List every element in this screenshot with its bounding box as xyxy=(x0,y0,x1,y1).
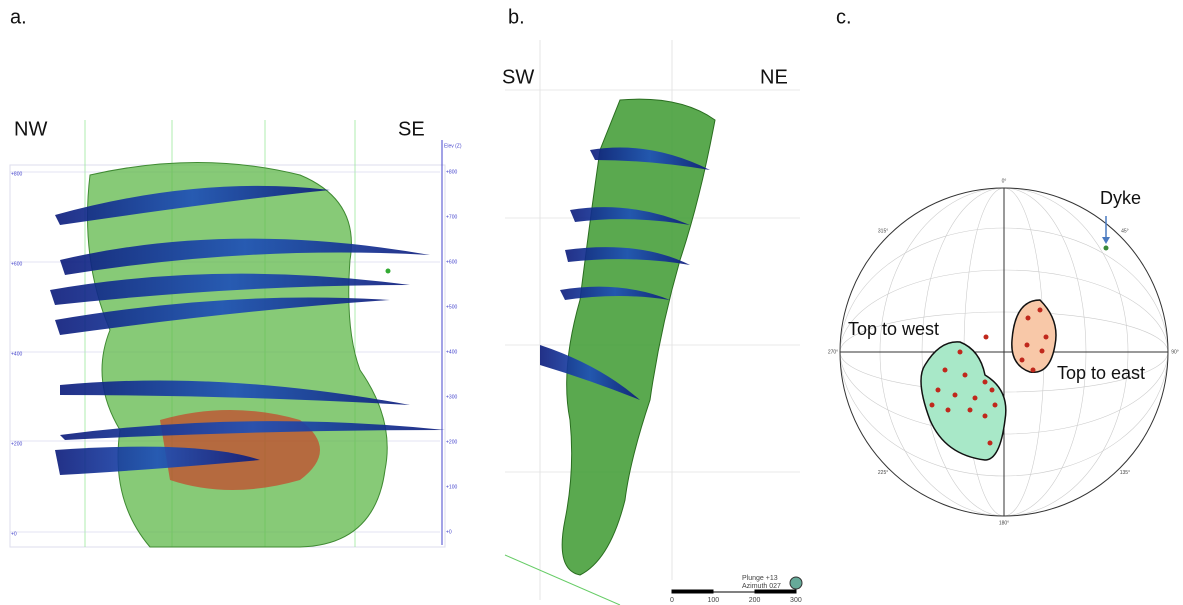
panel-label: c. xyxy=(836,6,852,28)
azimuth-label: 225° xyxy=(878,470,888,476)
figure: a. NW SE Elev (Z) b. SW NE Plunge +13 Az… xyxy=(0,0,1183,605)
dyke-label: Dyke xyxy=(1100,188,1141,208)
azimuth-label: 135° xyxy=(1120,470,1130,476)
elevation-label: +200 xyxy=(11,441,22,447)
domain-east xyxy=(1012,300,1056,372)
domain-west xyxy=(921,342,1006,460)
panel-label: a. xyxy=(10,6,27,28)
azimuth-label: 270° xyxy=(828,349,838,355)
panel-c xyxy=(840,188,1168,516)
elevation-label: +0 xyxy=(11,531,17,537)
elevation-label: +700 xyxy=(446,214,457,220)
orebody xyxy=(562,99,715,575)
domain-label: Top to west xyxy=(848,319,939,339)
scale-bar xyxy=(672,590,796,593)
elevation-label: +400 xyxy=(11,351,22,357)
direction: SW xyxy=(502,66,534,88)
azimuth: Azimuth 027 xyxy=(742,583,781,590)
elevation-label: +300 xyxy=(446,394,457,400)
panel-a xyxy=(10,120,445,547)
elevation-label: +600 xyxy=(11,261,22,267)
arrowhead xyxy=(1102,237,1110,244)
scale-label: 100 xyxy=(707,597,719,604)
scale-label: 0 xyxy=(670,597,674,604)
compass xyxy=(790,577,802,589)
elevation-label: +600 xyxy=(446,259,457,265)
elevation-label: +500 xyxy=(446,304,457,310)
elevation-label: +400 xyxy=(446,349,457,355)
direction: NE xyxy=(760,66,788,88)
azimuth-label: 90° xyxy=(1171,349,1179,355)
elevation-label: +100 xyxy=(446,484,457,490)
axis-title: Elev (Z) xyxy=(444,143,462,149)
plunge: Plunge +13 xyxy=(742,575,778,582)
azimuth-label: 45° xyxy=(1121,228,1129,234)
axis xyxy=(505,555,620,605)
scale-label: 200 xyxy=(749,597,761,604)
azimuth-label: 0° xyxy=(1002,178,1007,184)
domain-label: Top to east xyxy=(1057,363,1145,383)
dyke-pole xyxy=(1104,246,1109,251)
panel-b xyxy=(505,40,802,605)
elevation-label: +800 xyxy=(11,171,22,177)
azimuth-label: 180° xyxy=(999,520,1009,526)
elevation-label: +0 xyxy=(446,529,452,535)
direction: SE xyxy=(398,118,425,140)
elevation-label: +800 xyxy=(446,169,457,175)
scale-label: 300 xyxy=(790,597,802,604)
marker xyxy=(386,269,391,274)
direction: NW xyxy=(14,118,47,140)
azimuth-label: 315° xyxy=(878,228,888,234)
panel-label: b. xyxy=(508,6,525,28)
elevation-label: +200 xyxy=(446,439,457,445)
